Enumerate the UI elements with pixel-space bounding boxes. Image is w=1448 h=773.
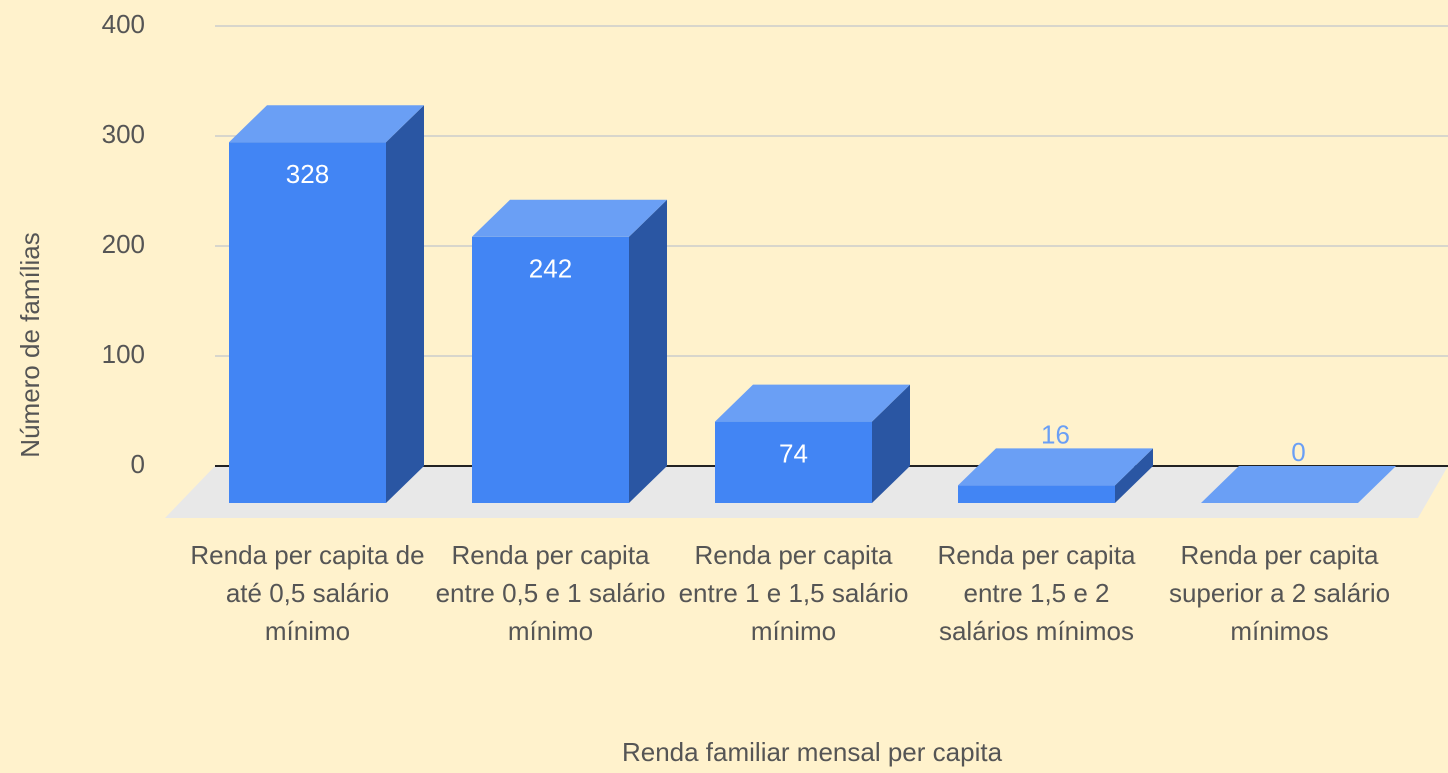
y-tick-label: 0 [131, 449, 145, 479]
y-tick-label: 200 [102, 229, 145, 259]
x-axis-title: Renda familiar mensal per capita [622, 737, 1003, 767]
bar-front [229, 142, 386, 503]
y-axis-title: Número de famílias [15, 232, 45, 457]
bar-front [715, 421, 872, 503]
y-tick-label: 400 [102, 9, 145, 39]
x-tick-label: Renda per capita de até 0,5 salário míni… [190, 540, 425, 646]
bar-side [1115, 448, 1153, 503]
bar-side [629, 199, 667, 504]
bar-side [872, 384, 910, 503]
bar-top [1201, 466, 1396, 503]
x-tick-label: Renda per capita entre 0,5 e 1 salário m… [435, 540, 666, 646]
bar-top [229, 105, 424, 143]
bar-front [472, 236, 629, 504]
value-label: 74 [779, 438, 808, 468]
x-tick-label: Renda per capita entre 1 e 1,5 salário m… [678, 540, 909, 646]
bar-side [386, 105, 424, 503]
bar-top [472, 199, 667, 237]
bar-top [958, 448, 1153, 486]
y-tick-label: 100 [102, 339, 145, 369]
value-label: 242 [529, 254, 572, 284]
value-label: 16 [1041, 419, 1070, 449]
bar-front [958, 485, 1115, 503]
x-tick-label: Renda per capita superior a 2 salário mí… [1168, 540, 1391, 646]
x-tick-label: Renda per capita entre 1,5 e 2 salários … [937, 540, 1136, 646]
value-label: 0 [1291, 437, 1305, 467]
value-label: 328 [286, 159, 329, 189]
bar-top [715, 384, 910, 422]
y-tick-label: 300 [102, 119, 145, 149]
